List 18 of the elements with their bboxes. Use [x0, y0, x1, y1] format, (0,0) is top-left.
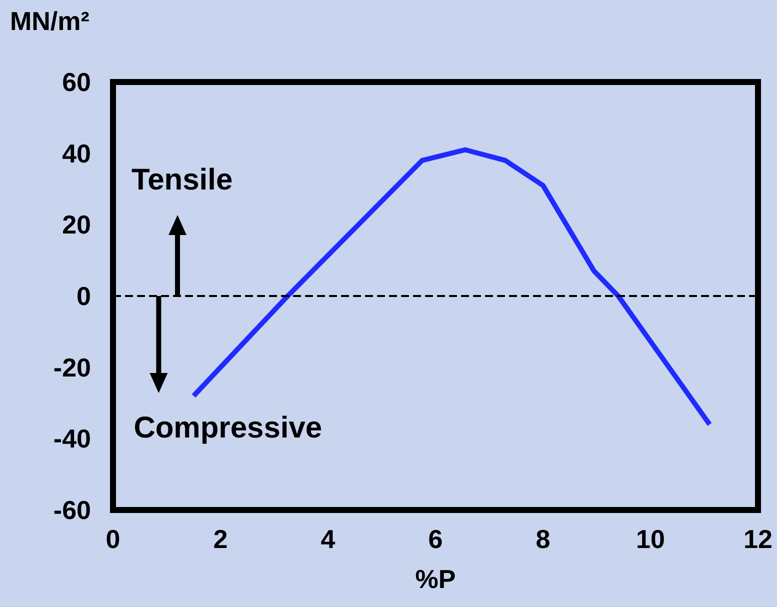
y-tick-label: 20: [62, 210, 91, 240]
x-tick-label: 0: [106, 524, 120, 554]
annotation: Compressive: [134, 412, 322, 444]
x-tick-label: 4: [320, 524, 336, 554]
x-tick-label: 8: [536, 524, 550, 554]
y-axis-title: MN/m²: [10, 6, 90, 36]
y-tick-label: -20: [53, 352, 91, 382]
y-tick-label: 40: [62, 138, 91, 168]
y-tick-label: 0: [76, 281, 91, 311]
y-tick-label: -60: [53, 495, 91, 525]
x-tick-label: 2: [213, 524, 228, 554]
x-tick-label: 6: [428, 524, 443, 554]
x-axis-title: %P: [415, 564, 456, 594]
x-tick-label: 10: [636, 524, 665, 554]
y-tick-label: -40: [53, 424, 91, 454]
x-tick-label: 12: [744, 524, 772, 554]
y-tick-label: 60: [62, 67, 91, 97]
annotation: Tensile: [132, 164, 233, 196]
